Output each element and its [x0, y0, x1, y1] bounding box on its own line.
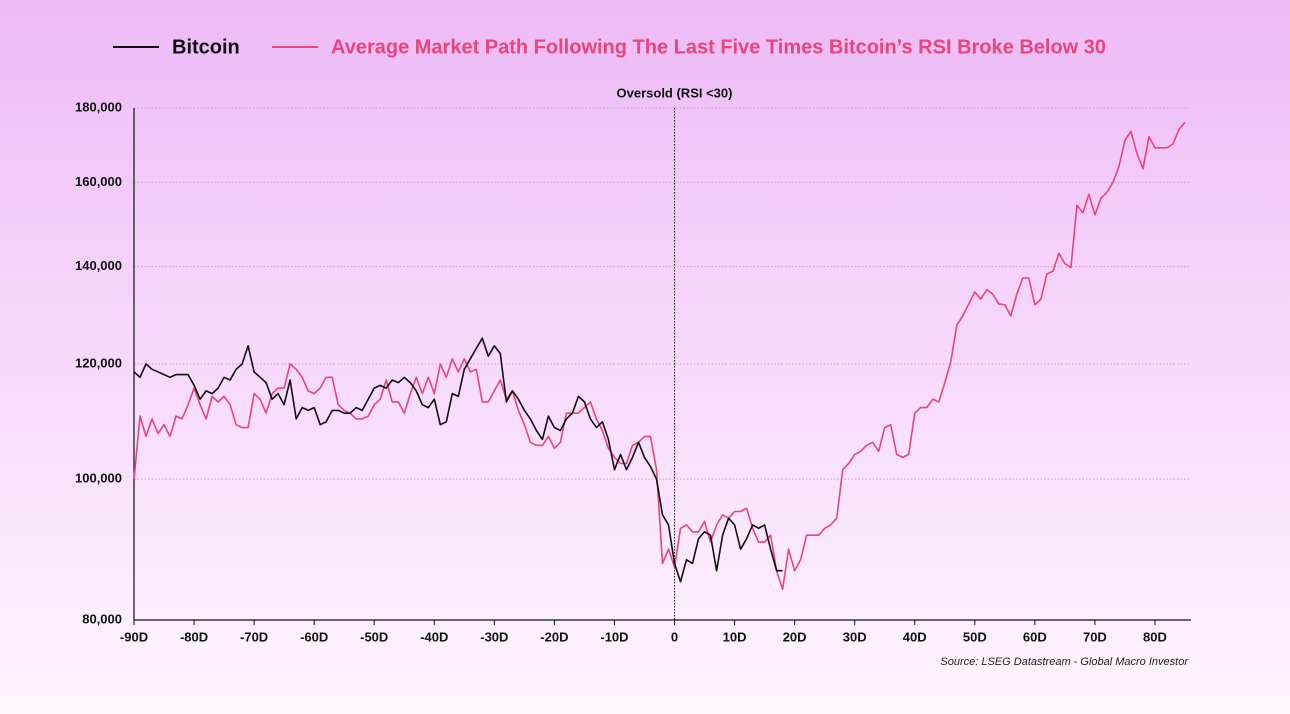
y-tick-label: 80,000 — [82, 611, 122, 626]
x-tick-label: 0 — [671, 629, 678, 644]
series-line — [133, 337, 783, 583]
x-tick-label: 80D — [1143, 629, 1167, 644]
x-tick-label: 60D — [1023, 629, 1047, 644]
x-tick-label: -60D — [300, 629, 328, 644]
source: Source: LSEG Datastream - Global Macro I… — [940, 656, 1189, 668]
x-tick-label: 10D — [723, 629, 747, 644]
x-tick-label: 20D — [783, 629, 807, 644]
annotation-label: Oversold (RSI <30) — [617, 85, 733, 100]
series-line — [133, 121, 1186, 590]
x-tick-label: 30D — [843, 629, 867, 644]
x-tick-label: -20D — [540, 629, 568, 644]
x-tick-label: 50D — [963, 629, 987, 644]
y-tick-label: 160,000 — [75, 174, 122, 189]
x-tick-label: 40D — [903, 629, 927, 644]
y-tick-label: 120,000 — [75, 355, 122, 370]
x-tick-label: -80D — [180, 629, 208, 644]
legend-label: Average Market Path Following The Last F… — [331, 36, 1106, 58]
legend-label: Bitcoin — [172, 36, 240, 58]
y-tick-label: 100,000 — [75, 471, 122, 486]
x-tick-label: -70D — [240, 629, 268, 644]
y-tick-label: 140,000 — [75, 258, 122, 273]
x-tick-label: 70D — [1083, 629, 1107, 644]
x-tick-label: -30D — [480, 629, 508, 644]
x-tick-label: -90D — [120, 629, 148, 644]
y-tick-label: 180,000 — [75, 99, 122, 114]
x-tick-label: -40D — [420, 629, 448, 644]
x-tick-label: -50D — [360, 629, 388, 644]
x-tick-label: -10D — [600, 629, 628, 644]
